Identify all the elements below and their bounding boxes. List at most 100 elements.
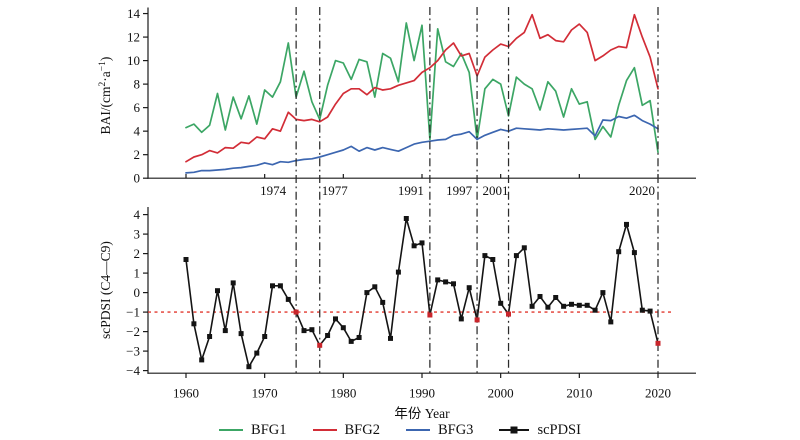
scpdsi-marker — [254, 350, 260, 356]
series-line-bfg1 — [185, 22, 659, 154]
year-tick-label-2010: 2010 — [566, 386, 592, 401]
scpdsi-marker — [458, 316, 464, 322]
scpdsi-marker-drought-2020 — [655, 340, 661, 346]
scpdsi-marker — [529, 303, 535, 309]
scpdsi-marker-drought-2001 — [506, 311, 511, 317]
bai-ytick-label: 8 — [134, 77, 141, 92]
scpdsi-marker — [348, 338, 354, 344]
scpdsi-marker — [561, 303, 567, 309]
series-line-bfg3 — [185, 114, 659, 174]
scpdsi-ytick-label: 4 — [134, 207, 141, 222]
drought-year-label-1977: 1977 — [322, 183, 349, 198]
scpdsi-ytick-label: −1 — [126, 304, 140, 319]
scpdsi-marker — [482, 253, 488, 259]
scpdsi-marker — [647, 308, 653, 314]
bai-ytick-label: 14 — [127, 6, 141, 21]
scpdsi-marker — [199, 357, 205, 363]
scpdsi-marker — [419, 240, 425, 246]
scpdsi-ytick-label: −4 — [126, 363, 140, 378]
year-tick-label-2000: 2000 — [488, 386, 514, 401]
scpdsi-marker — [403, 216, 409, 221]
scpdsi-marker — [262, 334, 268, 339]
scpdsi-marker — [183, 257, 189, 262]
scpdsi-marker — [340, 325, 346, 331]
scpdsi-marker-drought-1977 — [317, 342, 323, 348]
legend-item-bfg3: BFG3 — [405, 422, 474, 438]
scpdsi-marker — [372, 284, 378, 290]
scpdsi-marker — [639, 307, 645, 313]
scpdsi-marker — [270, 283, 275, 289]
scpdsi-marker — [624, 221, 629, 227]
legend-label-bfg3: BFG3 — [437, 422, 474, 438]
scpdsi-ytick-label: 3 — [134, 226, 141, 241]
year-tick-label-1960: 1960 — [173, 386, 199, 401]
scpdsi-marker — [246, 364, 252, 370]
scpdsi-markers — [183, 216, 661, 370]
legend-label-bfg1: BFG1 — [251, 422, 287, 438]
scpdsi-marker-drought-1974 — [293, 309, 299, 315]
scpdsi-marker — [451, 281, 456, 287]
legend-label-scpdsi: scPDSI — [537, 422, 581, 438]
bai-axis-title: BAI/(cm2·a−1) — [98, 57, 113, 135]
bai-ytick-label: 4 — [134, 124, 141, 139]
scpdsi-marker — [333, 316, 338, 322]
scpdsi-axis-title: scPDSI (C4—C9) — [98, 241, 113, 339]
scpdsi-marker — [230, 280, 236, 286]
scpdsi-marker — [356, 335, 362, 340]
scpdsi-marker — [285, 296, 291, 302]
scpdsi-marker-drought-1997 — [474, 317, 480, 323]
scpdsi-marker — [553, 295, 559, 300]
drought-year-label-1997: 1997 — [446, 183, 473, 198]
year-tick-label-2020: 2020 — [645, 386, 671, 401]
scpdsi-marker — [411, 243, 417, 249]
scpdsi-ytick-label: 1 — [134, 265, 141, 280]
scpdsi-marker — [490, 257, 496, 262]
year-tick-label-1980: 1980 — [330, 386, 356, 401]
scpdsi-marker — [576, 302, 582, 308]
scpdsi-marker — [222, 328, 228, 334]
scpdsi-marker — [215, 288, 220, 294]
bai-ytick-label: 2 — [134, 147, 141, 162]
scpdsi-marker — [191, 321, 197, 327]
legend-line-square-swatch-scpdsi — [499, 426, 530, 435]
bai-ytick-label: 10 — [127, 53, 140, 68]
legend-label-bfg2: BFG2 — [344, 422, 380, 438]
scpdsi-marker — [207, 334, 213, 339]
scpdsi-marker — [238, 331, 244, 337]
drought-year-label-1991: 1991 — [398, 183, 424, 198]
drought-year-label-1974: 1974 — [260, 183, 287, 198]
scpdsi-marker — [537, 294, 543, 299]
scpdsi-marker — [569, 301, 574, 307]
scpdsi-ytick-label: −3 — [126, 343, 140, 358]
scpdsi-marker — [521, 245, 527, 251]
scpdsi-marker — [364, 290, 370, 296]
bai-ytick-label: 12 — [127, 30, 140, 45]
scpdsi-marker — [608, 319, 614, 325]
legend-line-swatch-bfg2 — [312, 426, 337, 435]
scpdsi-marker — [616, 249, 622, 255]
scpdsi-marker — [395, 269, 401, 275]
scpdsi-marker — [309, 327, 315, 333]
legend-item-bfg2: BFG2 — [312, 422, 380, 438]
scpdsi-marker — [380, 299, 386, 305]
year-tick-label-1970: 1970 — [252, 386, 278, 401]
scpdsi-marker — [600, 290, 606, 296]
scpdsi-marker — [466, 285, 472, 291]
scpdsi-marker — [325, 333, 331, 338]
bai-ytick-label: 6 — [134, 100, 141, 115]
legend: BFG1 BFG2 BFG3 scPDSI — [0, 421, 800, 439]
scpdsi-marker — [592, 307, 598, 313]
series-line-bfg2 — [185, 13, 659, 163]
x-axis-title: 年份 Year — [394, 406, 450, 421]
scpdsi-marker — [513, 253, 519, 259]
bai-panel: 0 2 4 6 8 10 12 14 1974 1977 1991 1997 2001 2020 BAI/(… — [98, 6, 696, 198]
legend-line-swatch-bfg1 — [219, 426, 244, 435]
scpdsi-ytick-label: 2 — [134, 246, 141, 261]
scpdsi-ytick-label: 0 — [134, 285, 141, 300]
scpdsi-marker — [545, 304, 551, 310]
drought-year-label-2020: 2020 — [629, 183, 655, 198]
legend-item-scpdsi: scPDSI — [499, 422, 581, 438]
scpdsi-marker — [631, 250, 637, 256]
